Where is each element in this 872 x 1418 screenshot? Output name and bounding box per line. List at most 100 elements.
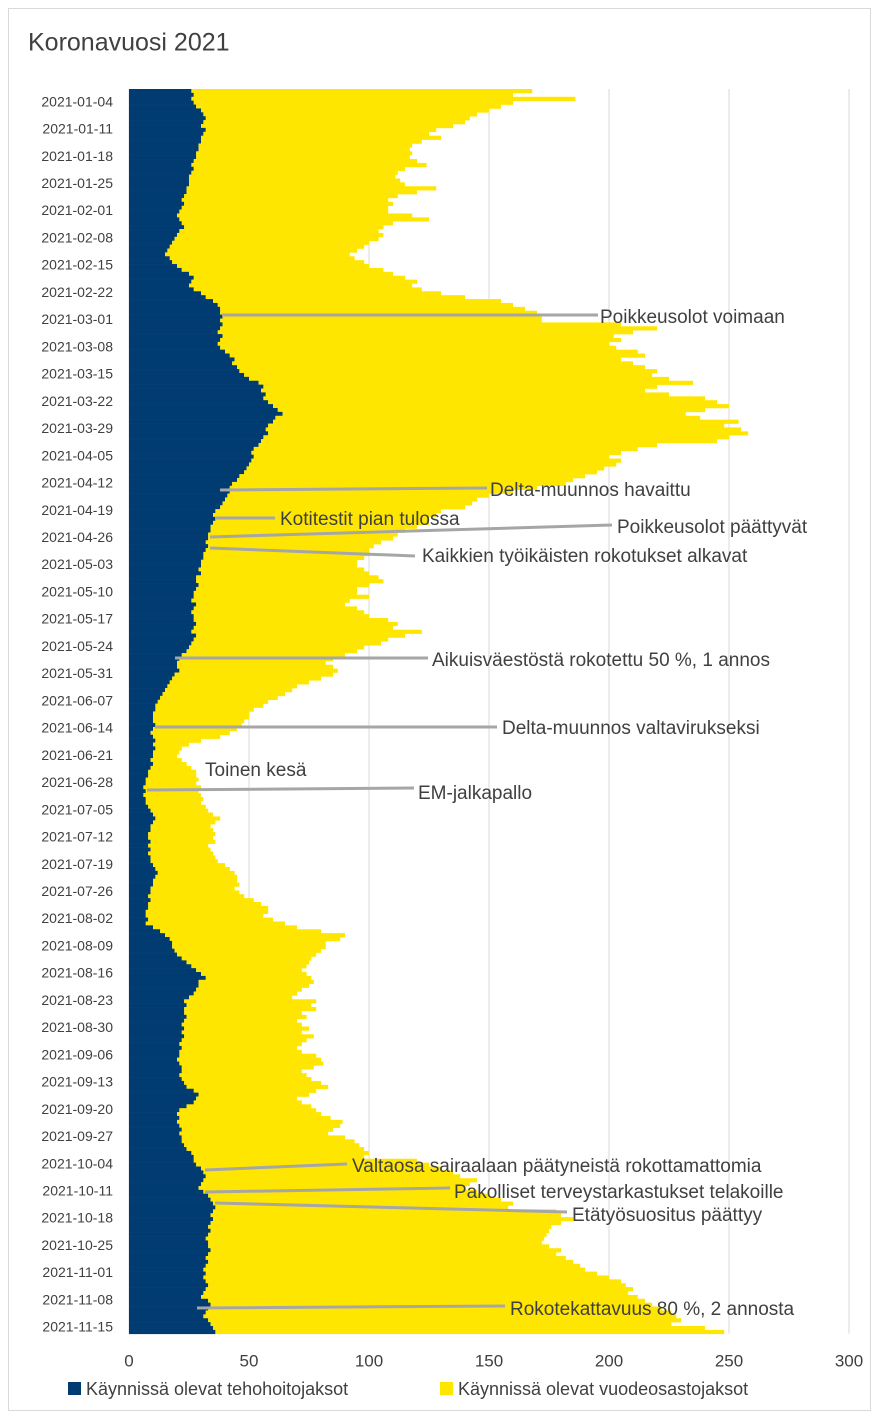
bar-segment (129, 205, 182, 210)
bar-segment (129, 614, 194, 619)
bar-segment (129, 1018, 185, 1023)
bar-segment (210, 528, 405, 533)
bar-segment (129, 559, 201, 564)
bar-segment (129, 1256, 206, 1261)
bar-segment (129, 162, 192, 168)
bar-segment (129, 124, 201, 129)
bar-segment (129, 1310, 206, 1315)
bar-segment (191, 96, 576, 101)
bar-segment (129, 159, 194, 164)
bar-segment (263, 384, 657, 389)
annotation-line (196, 1304, 506, 1310)
bar-segment (129, 104, 197, 109)
annotation-line (209, 546, 416, 558)
bar-segment (148, 902, 261, 907)
bar-segment (129, 524, 211, 529)
bar-segment (205, 1271, 598, 1276)
bar-segment (191, 89, 533, 94)
bar-segment (129, 905, 149, 911)
bar-segment (129, 688, 165, 693)
bar-segment (189, 178, 401, 183)
bar-segment (169, 680, 309, 685)
bar-segment (177, 213, 413, 218)
bar-segment (150, 890, 240, 895)
bar-segment (129, 715, 153, 720)
bar-segment (193, 625, 393, 631)
y-tick-label: 2021-09-20 (41, 1101, 113, 1117)
bar-segment (129, 602, 197, 607)
bar-segment (129, 606, 194, 611)
y-tick-label: 2021-11-15 (42, 1319, 113, 1335)
bar-segment (129, 96, 192, 101)
bar-segment (148, 831, 216, 837)
bar-segment (129, 1045, 182, 1051)
bar-segment (129, 882, 153, 887)
bar-segment (265, 392, 669, 397)
bar-segment (179, 1108, 317, 1113)
bar-segment (129, 186, 187, 191)
bar-segment (129, 590, 194, 595)
bar-segment (129, 1306, 209, 1311)
bar-segment (129, 384, 264, 389)
bar-segment (129, 1030, 182, 1035)
bar-segment (129, 481, 233, 487)
y-tick-label: 2021-09-27 (41, 1128, 113, 1144)
bar-segment (129, 1314, 204, 1319)
bar-segment (208, 1283, 626, 1288)
bar-segment (169, 244, 365, 249)
bar-segment (225, 349, 638, 354)
bar-segment (129, 789, 146, 794)
annotation-line (146, 786, 415, 792)
bar-segment (196, 586, 357, 592)
chart-title: Koronavuosi 2021 (28, 29, 230, 57)
bar-segment (198, 983, 309, 988)
bar-segment (129, 1326, 213, 1331)
bar-segment (172, 944, 326, 949)
x-tick-label: 200 (595, 1351, 623, 1370)
y-tick-label: 2021-02-01 (41, 202, 113, 218)
bar-segment (129, 1158, 194, 1163)
bar-segment (129, 256, 170, 261)
bar-segment (129, 979, 199, 984)
bar-segment (153, 754, 177, 759)
bar-segment (129, 1232, 209, 1237)
bar-segment (165, 933, 345, 938)
y-tick-label: 2021-11-08 (42, 1291, 113, 1307)
bar-segment (193, 590, 357, 595)
bar-segment (129, 341, 218, 347)
bar-segment (181, 221, 393, 226)
bar-segment (129, 1267, 204, 1272)
bar-segment (210, 1220, 561, 1226)
bar-segment (150, 758, 182, 763)
bar-segment (186, 1014, 307, 1020)
bar-segment (201, 1182, 470, 1187)
bar-segment (186, 1147, 365, 1152)
bar-segment (148, 894, 245, 899)
bar-segment (220, 345, 617, 350)
bar-segment (129, 1201, 213, 1206)
bar-segment (184, 1026, 309, 1031)
bar-segment (129, 505, 221, 510)
bar-segment (129, 1185, 199, 1191)
bar-segment (208, 1259, 573, 1265)
bar-segment (129, 1096, 197, 1101)
bar-segment (129, 835, 149, 841)
bar-segment (222, 322, 621, 327)
bar-segment (186, 649, 357, 654)
bar-segment (129, 1014, 187, 1020)
bar-segment (220, 326, 657, 331)
bar-segment (129, 1034, 185, 1039)
bar-segment (160, 929, 321, 934)
bar-segment (179, 217, 429, 222)
bar-segment (129, 427, 266, 432)
bar-segment (203, 1178, 477, 1183)
bar-segment (129, 734, 153, 739)
bar-segment (129, 867, 156, 872)
bar-segment (251, 450, 621, 455)
bar-segment (191, 610, 365, 615)
bar-segment (148, 905, 269, 911)
bar-segment (129, 1162, 197, 1167)
bar-segment (153, 734, 221, 739)
bar-segment (129, 454, 254, 459)
bar-segment (129, 369, 240, 374)
